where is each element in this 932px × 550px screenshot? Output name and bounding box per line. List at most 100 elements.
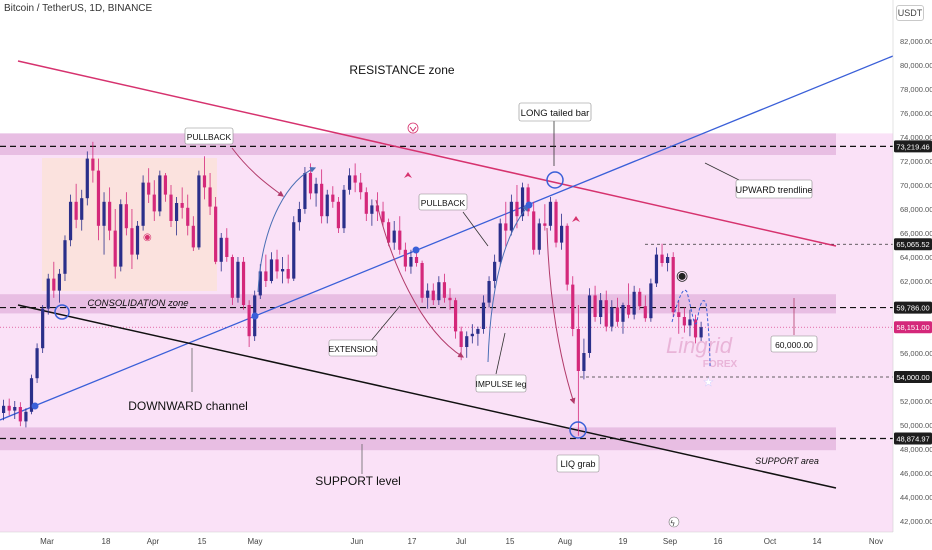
candle xyxy=(197,170,201,250)
snail-icon: ◉ xyxy=(143,232,152,243)
price-label-box xyxy=(894,371,932,383)
time-tick-label: Apr xyxy=(147,537,160,546)
price-tick-label: 50,000.00 xyxy=(900,421,932,430)
time-tick-label: Jul xyxy=(456,537,466,546)
warning-marker-1-icon xyxy=(404,172,412,178)
candle xyxy=(331,186,335,208)
lightning-glyph: ϟ xyxy=(671,519,676,528)
candle xyxy=(320,169,324,224)
extension-box xyxy=(328,339,378,357)
time-tick-label: 19 xyxy=(619,537,628,546)
price-tick-label: 62,000.00 xyxy=(900,277,932,286)
candle xyxy=(353,163,357,193)
candle xyxy=(41,305,45,353)
candle xyxy=(236,257,240,303)
upward-trendline-box xyxy=(735,179,813,199)
candle xyxy=(52,261,56,298)
candle xyxy=(470,324,474,344)
time-tick-label: 17 xyxy=(408,537,417,546)
candle xyxy=(281,257,285,284)
candle xyxy=(74,183,78,229)
candle xyxy=(85,151,89,206)
candle xyxy=(593,285,597,322)
warning-marker-2-icon xyxy=(572,216,580,222)
pullback-arrow-1 xyxy=(231,147,284,197)
candle xyxy=(80,189,84,231)
candle xyxy=(269,252,274,284)
upward-trendline[interactable] xyxy=(0,55,894,421)
candle xyxy=(604,290,608,332)
candle xyxy=(286,254,290,284)
time-tick-label: 15 xyxy=(198,537,207,546)
candle xyxy=(102,192,106,255)
price-tick-label: 80,000.00 xyxy=(900,61,932,70)
touch-circle-1 xyxy=(54,304,70,320)
candle xyxy=(599,293,603,325)
pullback-2-pointer xyxy=(462,211,489,247)
long-tailed-bar-box xyxy=(518,102,592,122)
long-tail-circle xyxy=(546,171,564,189)
watermark-logo: Lingrid xyxy=(666,333,733,358)
candle xyxy=(621,302,625,334)
candle xyxy=(169,185,173,227)
candle xyxy=(387,218,391,247)
price-level-lines xyxy=(0,145,893,440)
price-label: 65,065.52 xyxy=(896,240,929,249)
candle xyxy=(13,401,17,419)
candle xyxy=(666,253,670,272)
candle xyxy=(660,243,664,267)
impulse-leg-box xyxy=(475,374,527,393)
candle xyxy=(370,199,374,226)
candle xyxy=(582,338,586,380)
candle xyxy=(186,194,190,236)
candle xyxy=(493,254,497,289)
candle xyxy=(29,374,34,415)
long-tailed-bar-label: LONG tailed bar xyxy=(521,108,590,119)
candle xyxy=(699,321,703,341)
candle xyxy=(174,197,179,236)
candle xyxy=(560,213,564,250)
drop-curve-arrow xyxy=(375,199,465,358)
candle xyxy=(214,197,218,265)
candle xyxy=(342,185,346,233)
price-tick-label: 74,000.00 xyxy=(900,133,932,142)
candle xyxy=(487,276,491,308)
time-axis-ticks: Mar 18 Apr 15 May Jun 17 Jul 15 Aug 19 Sep 16 Oct 14 No… xyxy=(40,537,883,546)
price-label-box xyxy=(894,238,932,251)
lightning-icon xyxy=(668,516,680,528)
price-label: 58,151.00 xyxy=(896,323,929,332)
candle xyxy=(526,183,530,217)
candle xyxy=(359,173,363,200)
support-area-label: SUPPORT area xyxy=(755,456,819,466)
liq-grab-label: LIQ grab xyxy=(560,459,595,469)
touch-dot-1 xyxy=(31,402,39,410)
candle xyxy=(24,408,28,428)
candle xyxy=(275,249,279,279)
candle xyxy=(520,182,525,221)
candle xyxy=(57,269,61,303)
touch-dot-2 xyxy=(251,312,259,320)
candle xyxy=(68,194,73,247)
arrow-down-icon-glyph xyxy=(409,126,417,132)
extension-label: EXTENSION xyxy=(328,344,377,354)
candle xyxy=(63,235,67,281)
price-tick-label: 56,000.00 xyxy=(900,349,932,358)
candle xyxy=(130,209,134,269)
candle xyxy=(2,399,6,421)
time-tick-label: Jun xyxy=(351,537,364,546)
pullback-box-1 xyxy=(184,127,234,145)
price-axis-panel[interactable] xyxy=(893,0,932,550)
quote-currency-badge[interactable]: USDT xyxy=(896,5,924,21)
downward-channel-line[interactable] xyxy=(17,304,837,489)
resistance-trendline[interactable] xyxy=(17,60,837,247)
candle xyxy=(208,173,212,215)
consolidation-box xyxy=(42,158,217,291)
candle xyxy=(638,288,642,310)
pullback-label-1: PULLBACK xyxy=(187,132,232,142)
time-tick-label: Nov xyxy=(869,537,883,546)
time-axis-panel[interactable] xyxy=(0,532,893,550)
candle xyxy=(532,201,536,255)
candle xyxy=(202,156,207,200)
